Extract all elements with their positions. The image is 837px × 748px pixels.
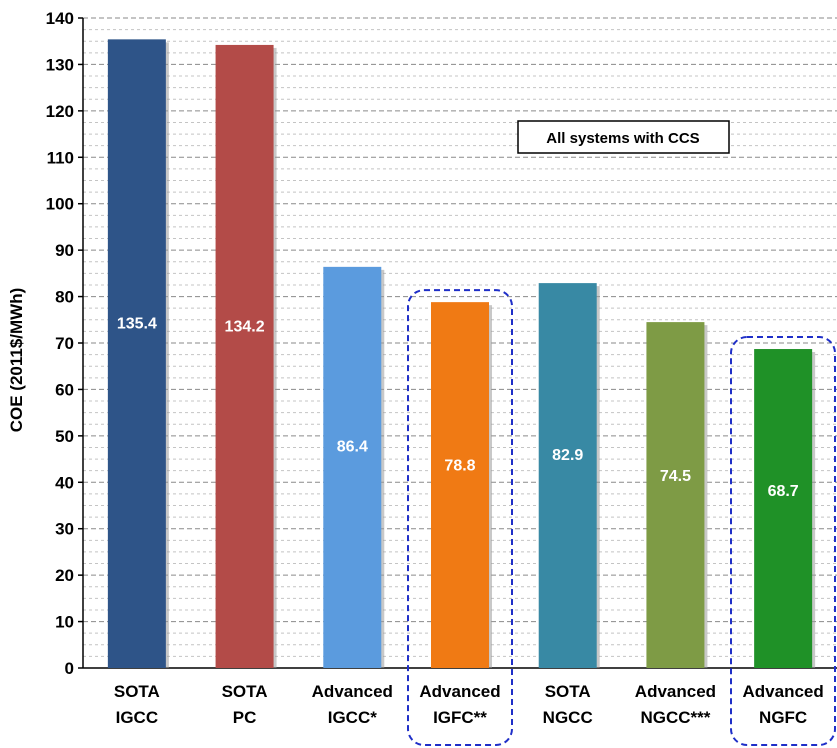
- highlight-outline: [407, 289, 513, 746]
- y-tick-label: 90: [55, 241, 74, 260]
- bar: [538, 283, 597, 668]
- bar: [107, 39, 166, 669]
- bar: [646, 322, 705, 668]
- y-axis: 0 10 20 30 40 50 60 70 80 90 100 110 120 130 140: [46, 9, 837, 678]
- x-category-label: NGCC***: [640, 708, 710, 727]
- y-tick-label: 80: [55, 288, 74, 307]
- bar-value-label: 134.2: [225, 319, 265, 336]
- y-tick-label: 10: [55, 613, 74, 632]
- bars: 135.4 134.2 86.4 78.8 82.9 74.5 68.7: [107, 39, 816, 669]
- highlight-boxes: [407, 289, 836, 746]
- annotation-text: All systems with CCS: [546, 130, 699, 147]
- bar-value-label: 86.4: [337, 438, 368, 455]
- bar-value-label: 135.4: [117, 316, 157, 333]
- bar: [754, 349, 813, 668]
- bar-value-label: 82.9: [552, 447, 583, 464]
- y-tick-label: 110: [47, 148, 74, 167]
- y-tick-label: 100: [46, 195, 74, 214]
- x-axis-categories: SOTA IGCC SOTA PC Advanced IGCC* Advanced IGFC*…: [114, 682, 824, 727]
- y-tick-label: 20: [55, 566, 74, 585]
- x-category-label: SOTA: [222, 682, 268, 701]
- x-category-label: SOTA: [545, 682, 591, 701]
- y-axis-label: COE (2011$/MWh): [7, 288, 26, 433]
- x-category-label: Advanced: [419, 682, 500, 701]
- y-tick-label: 130: [46, 55, 74, 74]
- x-category-label: Advanced: [743, 682, 824, 701]
- x-category-label: IGCC: [116, 708, 159, 727]
- y-tick-label: 70: [55, 334, 74, 353]
- bar-value-label: 74.5: [660, 468, 691, 485]
- x-category-label: IGCC*: [328, 708, 378, 727]
- y-tick-label: 0: [65, 659, 74, 678]
- y-tick-label: 50: [55, 427, 74, 446]
- bar-value-label: 78.8: [444, 457, 475, 474]
- x-category-label: Advanced: [312, 682, 393, 701]
- x-category-label: PC: [233, 708, 257, 727]
- bar: [323, 266, 382, 668]
- annotation-frame: [517, 120, 730, 154]
- y-tick-label: 40: [55, 473, 74, 492]
- y-tick-label: 30: [55, 520, 74, 539]
- annotation-box: All systems with CCS: [517, 120, 730, 154]
- y-tick-label: 60: [55, 380, 74, 399]
- x-category-label: NGFC: [759, 708, 807, 727]
- bar: [431, 302, 489, 668]
- x-category-label: Advanced: [635, 682, 716, 701]
- bar-value-label: 68.7: [768, 483, 799, 500]
- bar: [215, 44, 274, 668]
- y-tick-label: 120: [46, 102, 74, 121]
- x-category-label: IGFC**: [433, 708, 487, 727]
- y-tick-label: 140: [46, 9, 74, 28]
- highlight-outline: [730, 336, 836, 746]
- x-category-label: NGCC: [543, 708, 593, 727]
- x-category-label: SOTA: [114, 682, 160, 701]
